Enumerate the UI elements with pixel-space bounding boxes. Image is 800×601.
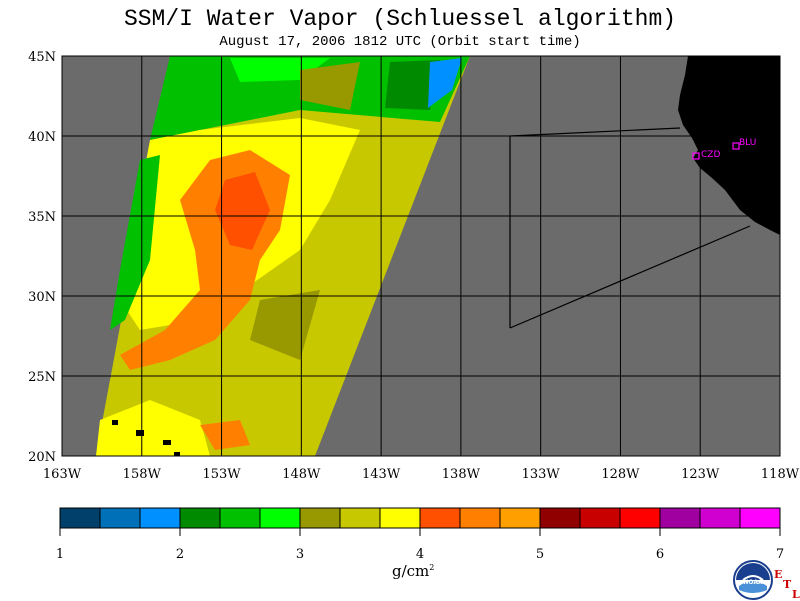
colorbar-swatch: [579, 507, 621, 529]
colorbar-swatch: [259, 507, 301, 529]
colorbar-swatch: [179, 507, 221, 529]
longitude-label: 158W: [123, 467, 162, 482]
colorbar-swatch: [339, 507, 381, 529]
lat-lon-grid: [62, 56, 780, 456]
longitude-label: 153W: [202, 467, 241, 482]
map-subtitle: August 17, 2006 1812 UTC (Orbit start ti…: [219, 34, 581, 50]
island: [136, 430, 144, 436]
svg-text:NOAA: NOAA: [743, 579, 763, 586]
colorbar-swatch: [59, 507, 101, 529]
colorbar-swatch: [139, 507, 181, 529]
colorbar-swatch: [739, 507, 781, 529]
station-blu-marker: [732, 142, 740, 150]
longitude-label: 123W: [681, 467, 720, 482]
swath-red-orange-core: [215, 172, 270, 250]
longitude-label: 128W: [601, 467, 640, 482]
island: [163, 440, 171, 445]
latitude-labels: 45N 40N 35N 30N 25N 20N: [28, 50, 56, 465]
longitude-label: 148W: [282, 467, 321, 482]
swath-south-yellow-zone: [96, 400, 210, 456]
colorbar-tick-label: 6: [656, 547, 664, 562]
swath-west-green-zone: [110, 155, 160, 330]
colorbar-swatch: [699, 507, 741, 529]
swath-olive-zone: [300, 62, 360, 110]
etl-mark: E T L: [774, 568, 800, 601]
colorbar-tick-labels: 1 2 3 4 5 6 7: [56, 528, 784, 562]
station-czd: CZD: [692, 150, 720, 160]
noaa-logo: NOAA: [733, 560, 773, 600]
island: [112, 420, 118, 425]
longitude-label: 118W: [761, 467, 800, 482]
station-blu-label: BLU: [739, 138, 756, 148]
swath-band: [96, 56, 470, 456]
colorbar-tick-label: 7: [776, 547, 784, 562]
colorbar-swatch: [619, 507, 661, 529]
colorbar-swatch: [539, 507, 581, 529]
colorbar-swatch: [499, 507, 541, 529]
station-czd-label: CZD: [701, 150, 720, 160]
colorbar-tick-label: 2: [176, 547, 184, 562]
colorbar-swatch: [299, 507, 341, 529]
colorbar-tick-label: 4: [416, 547, 424, 562]
latitude-label: 30N: [28, 290, 56, 305]
colorbar-tick-label: 1: [56, 547, 64, 562]
colorbar-swatch: [99, 507, 141, 529]
station-blu: BLU: [732, 138, 756, 150]
swath-blue-zone: [428, 58, 462, 108]
colorbar-swatch: [459, 507, 501, 529]
longitude-label: 143W: [362, 467, 401, 482]
map-frame: [61, 55, 781, 457]
longitude-label: 163W: [43, 467, 82, 482]
swath-south-orange-patch: [200, 420, 250, 450]
colorbar-units: g/cm2: [392, 562, 435, 580]
longitude-label: 133W: [522, 467, 561, 482]
colorbar-swatch: [659, 507, 701, 529]
swath-east-olive-zone: [250, 290, 320, 360]
latitude-label: 45N: [28, 50, 56, 65]
colorbar-swatch: [419, 507, 461, 529]
land-mass-north-america: [678, 56, 780, 235]
colorbar-tick-label: 5: [536, 547, 544, 562]
colorbar-swatch: [219, 507, 261, 529]
latitude-label: 35N: [28, 210, 56, 225]
longitude-labels: 163W 158W 153W 148W 143W 138W 133W 128W 123W 118W: [43, 467, 800, 482]
colorbar-tick-label: 3: [296, 547, 304, 562]
island: [174, 452, 180, 456]
latitude-label: 20N: [28, 450, 56, 465]
swath-dark-green-zone: [385, 60, 440, 110]
domain-line-north: [509, 127, 681, 137]
latitude-label: 40N: [28, 130, 56, 145]
station-czd-marker: [692, 152, 700, 160]
colorbar: [59, 507, 781, 529]
colorbar-swatch: [379, 507, 421, 529]
map-title: SSM/I Water Vapor (Schluessel algorithm): [123, 6, 677, 32]
longitude-label: 138W: [442, 467, 481, 482]
domain-line-southeast: [509, 225, 751, 329]
latitude-label: 25N: [28, 370, 56, 385]
